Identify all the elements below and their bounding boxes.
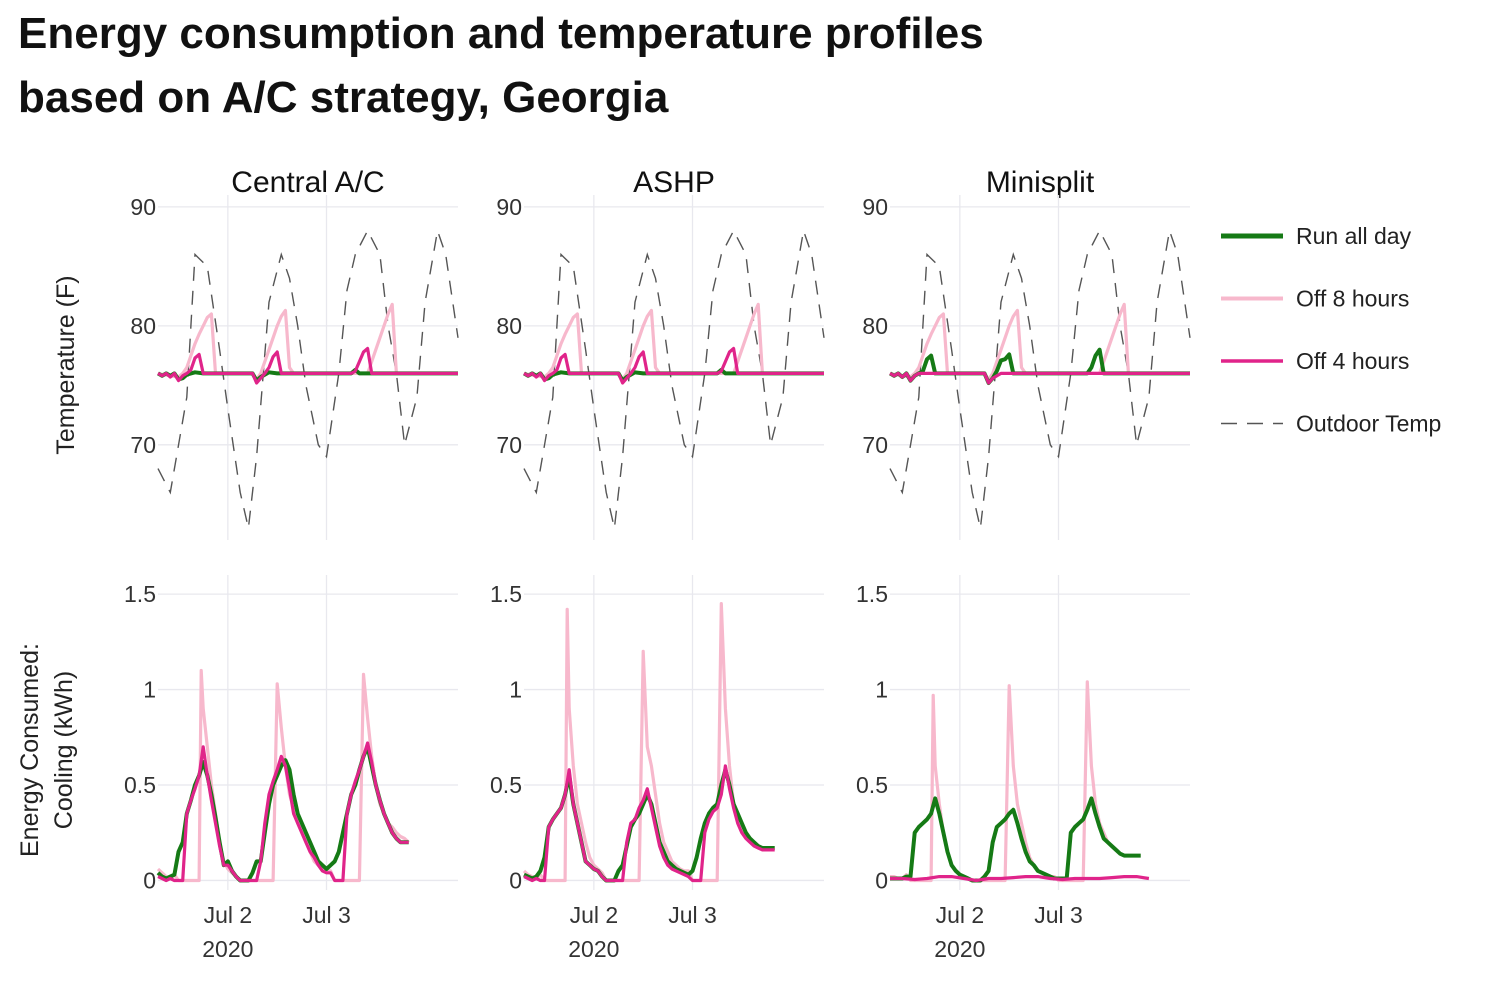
series-off-4-hours	[523, 764, 775, 883]
series-off-4-hours	[890, 874, 1150, 883]
legend-label: Outdoor Temp	[1296, 411, 1441, 437]
x-tick-label: Jul 2	[204, 902, 253, 928]
x-tick-label: Jul 3	[1034, 902, 1083, 928]
facet-title: Central A/C	[231, 166, 384, 199]
y-tick-label: 1	[875, 677, 888, 703]
y-tick-label: 80	[130, 313, 156, 339]
y-tick-label: 1.5	[490, 581, 522, 607]
facet-2: Minisplit 70 80 90 0 0.5 1 1.5 Jul 2 Jul 3 2020	[856, 166, 1191, 962]
series-off-8-hours	[522, 601, 775, 883]
y-tick-label: 0.5	[490, 772, 522, 798]
series-off-8-hours	[156, 668, 410, 883]
y-tick-label: 70	[862, 432, 888, 458]
y-tick-label: 0.5	[856, 772, 888, 798]
x-tick-label: Jul 3	[302, 902, 351, 928]
y-tick-label: 1	[143, 677, 156, 703]
chart-title: Energy consumption and temperature profi…	[18, 2, 1268, 130]
series-outdoor-temp	[523, 229, 825, 529]
series-outdoor-temp	[157, 229, 459, 529]
legend-label: Run all day	[1296, 223, 1412, 249]
series-outdoor-temp	[889, 229, 1191, 529]
y-tick-label: 70	[130, 432, 156, 458]
y-axis-label-energy: Energy Consumed: Cooling (kWh)	[16, 643, 78, 857]
y-tick-label: 90	[130, 194, 156, 220]
y-axis-label-energy-line: Cooling (kWh)	[50, 671, 78, 829]
y-axis-label-temperature: Temperature (F)	[52, 275, 80, 454]
x-year-label: 2020	[934, 936, 985, 962]
y-tick-label: 80	[496, 313, 522, 339]
legend-label: Off 8 hours	[1296, 286, 1409, 312]
y-tick-label: 0	[143, 867, 156, 893]
chart-title-line-1: Energy consumption and temperature profi…	[18, 9, 984, 58]
series-off-4-hours	[157, 346, 458, 385]
legend-label: Off 4 hours	[1296, 348, 1409, 374]
y-tick-label: 0	[509, 867, 522, 893]
y-tick-label: 1	[509, 677, 522, 703]
y-axis-label-energy-line: Energy Consumed:	[16, 643, 44, 857]
legend: Run all day Off 8 hours Off 4 hours Outdoor…	[1221, 223, 1441, 437]
series-off-4-hours	[157, 741, 409, 883]
x-year-label: 2020	[202, 936, 253, 962]
facet-0: Central A/C 70 80 90 0 0.5 1 1.5 Jul 2 Jul 3 2020	[124, 166, 459, 962]
y-tick-label: 1.5	[856, 581, 888, 607]
y-tick-label: 0.5	[124, 772, 156, 798]
x-tick-label: Jul 3	[668, 902, 717, 928]
y-tick-label: 90	[862, 194, 888, 220]
x-tick-label: Jul 2	[936, 902, 985, 928]
y-tick-label: 80	[862, 313, 888, 339]
y-tick-label: 1.5	[124, 581, 156, 607]
x-year-label: 2020	[568, 936, 619, 962]
series-off-8-hours	[890, 680, 1141, 883]
y-tick-label: 0	[875, 867, 888, 893]
y-tick-label: 90	[496, 194, 522, 220]
series-off-4-hours	[523, 346, 824, 385]
y-tick-label: 70	[496, 432, 522, 458]
facet-1: ASHP 70 80 90 0 0.5 1 1.5 Jul 2 Jul 3 2020	[490, 166, 825, 962]
chart-title-line-2: based on A/C strategy, Georgia	[18, 73, 669, 122]
series-off-4-hours	[889, 371, 1190, 385]
x-tick-label: Jul 2	[570, 902, 619, 928]
series-run-all-day	[888, 347, 1190, 385]
facet-title: Minisplit	[986, 166, 1095, 199]
series-run-all-day	[890, 796, 1141, 883]
facet-title: ASHP	[633, 166, 715, 199]
